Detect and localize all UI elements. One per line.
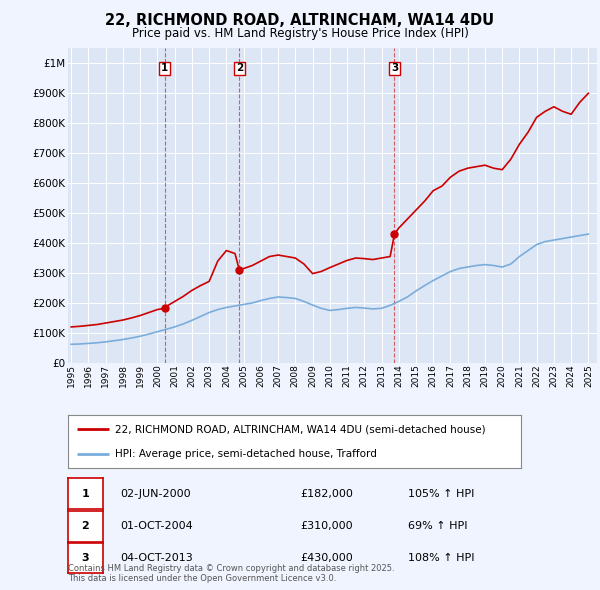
Text: 3: 3 bbox=[391, 63, 398, 73]
Text: 02-JUN-2000: 02-JUN-2000 bbox=[121, 489, 191, 499]
Text: 1: 1 bbox=[82, 489, 89, 499]
Text: £310,000: £310,000 bbox=[300, 522, 353, 531]
Text: Contains HM Land Registry data © Crown copyright and database right 2025.
This d: Contains HM Land Registry data © Crown c… bbox=[68, 563, 394, 583]
Text: 69% ↑ HPI: 69% ↑ HPI bbox=[408, 522, 467, 531]
Text: 3: 3 bbox=[82, 553, 89, 563]
Text: £430,000: £430,000 bbox=[300, 553, 353, 563]
Text: 105% ↑ HPI: 105% ↑ HPI bbox=[408, 489, 475, 499]
Text: 22, RICHMOND ROAD, ALTRINCHAM, WA14 4DU (semi-detached house): 22, RICHMOND ROAD, ALTRINCHAM, WA14 4DU … bbox=[115, 424, 486, 434]
Text: 108% ↑ HPI: 108% ↑ HPI bbox=[408, 553, 475, 563]
Text: 22, RICHMOND ROAD, ALTRINCHAM, WA14 4DU: 22, RICHMOND ROAD, ALTRINCHAM, WA14 4DU bbox=[106, 13, 494, 28]
Text: 04-OCT-2013: 04-OCT-2013 bbox=[121, 553, 193, 563]
Text: 01-OCT-2004: 01-OCT-2004 bbox=[121, 522, 193, 531]
Text: £182,000: £182,000 bbox=[300, 489, 353, 499]
Text: Price paid vs. HM Land Registry's House Price Index (HPI): Price paid vs. HM Land Registry's House … bbox=[131, 27, 469, 40]
Text: 2: 2 bbox=[236, 63, 243, 73]
Text: 2: 2 bbox=[82, 522, 89, 531]
Text: HPI: Average price, semi-detached house, Trafford: HPI: Average price, semi-detached house,… bbox=[115, 448, 377, 458]
Text: 1: 1 bbox=[161, 63, 169, 73]
